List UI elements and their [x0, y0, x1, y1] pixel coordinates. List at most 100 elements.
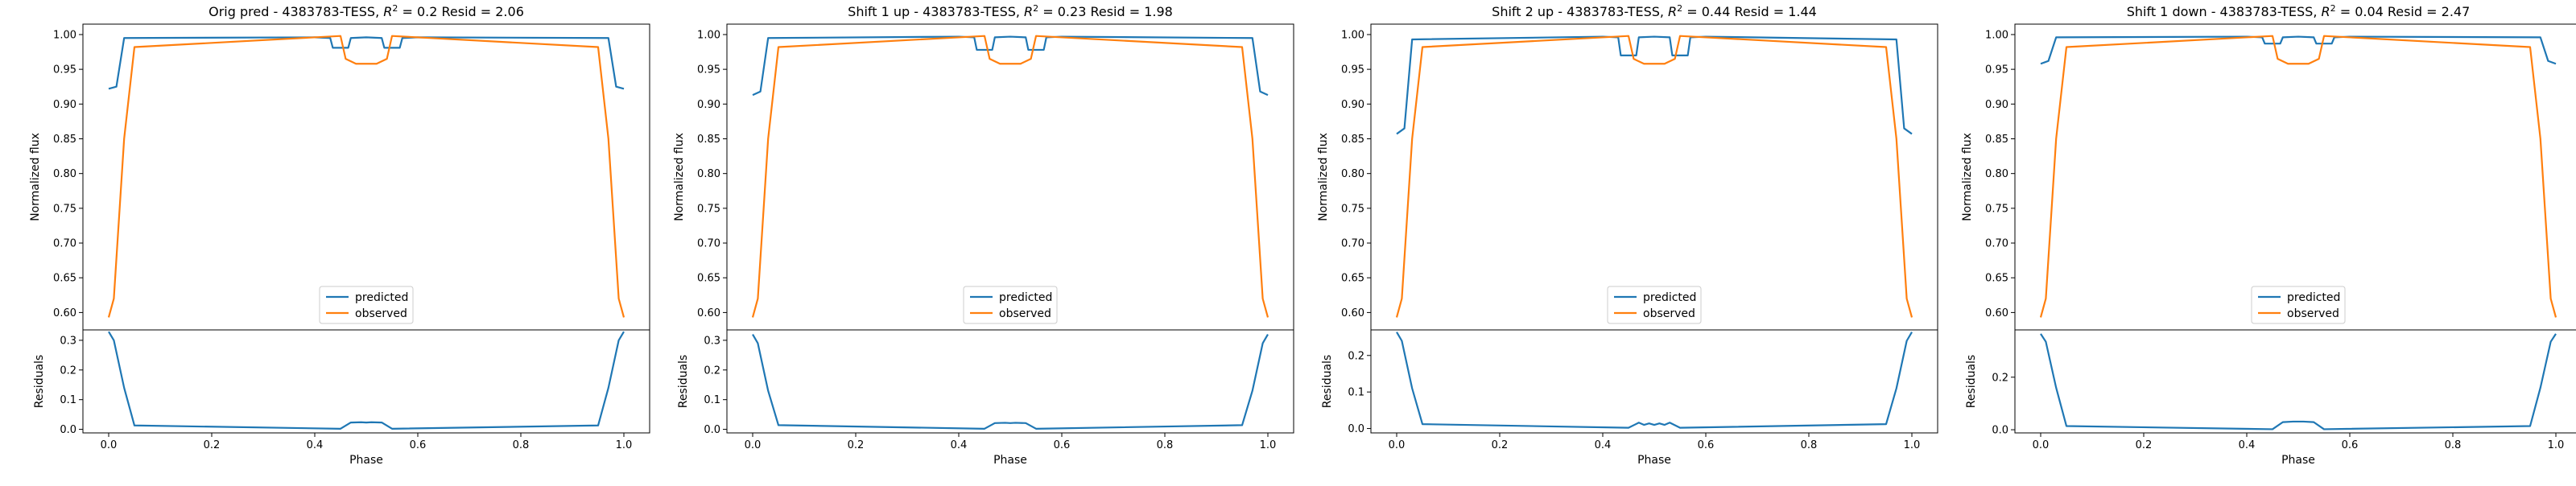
- legend: predicted observed: [1607, 286, 1702, 324]
- y-tick-label: 0.80: [53, 168, 76, 180]
- flux-plot: [1395, 35, 1913, 318]
- y-tick-label: 0.65: [1985, 273, 2008, 285]
- y-tick-label: 0.70: [53, 238, 76, 250]
- x-tick-label: 0.6: [2342, 439, 2359, 451]
- y-tick-label: 0.70: [1985, 238, 2008, 250]
- legend-label-observed: observed: [999, 307, 1051, 320]
- chart-title: Orig pred - 4383783-TESS, R2 = 0.2 Resid…: [208, 3, 524, 20]
- legend-frame: [319, 286, 414, 324]
- legend-label-observed: observed: [1643, 307, 1695, 320]
- chart-title: Shift 2 up - 4383783-TESS, R2 = 0.44 Res…: [1492, 3, 1817, 20]
- x-tick-label: 0.8: [1157, 439, 1174, 451]
- x-tick-label: 0.0: [2033, 439, 2050, 451]
- legend-label-predicted: predicted: [1643, 291, 1696, 304]
- y-tick-label: 0.85: [1341, 134, 1364, 146]
- x-tick-label: 1.0: [2548, 439, 2565, 451]
- x-tick-label: 0.8: [1801, 439, 1818, 451]
- residual-axes-frame: [726, 329, 1294, 434]
- series-line-predicted: [108, 36, 625, 90]
- flux-plot: [2039, 35, 2557, 318]
- x-tick-label: 0.4: [2239, 439, 2256, 451]
- y-tick-label: 0.0: [1992, 425, 2008, 437]
- y-tick-label: 1.00: [1985, 29, 2008, 41]
- y-tick-label: 0.85: [53, 134, 76, 146]
- y-tick-label: 1.00: [1341, 29, 1364, 41]
- x-tick-label: 0.0: [1389, 439, 1406, 451]
- residual-line: [2040, 333, 2557, 430]
- series-line-observed: [751, 35, 1269, 318]
- x-tick-label: 1.0: [616, 439, 633, 451]
- y-tick-label: 0.2: [704, 364, 720, 377]
- flux-plot: [107, 35, 625, 318]
- residual-plot: [752, 333, 1269, 430]
- y-tick-label: 0.70: [697, 238, 720, 250]
- y-tick-label: 0.75: [1985, 203, 2008, 215]
- y-tick-label: 0.80: [697, 168, 720, 180]
- flux-axes-frame: [2014, 23, 2576, 331]
- y-tick-label: 0.1: [1348, 387, 1364, 399]
- y-tick-label: 0.1: [60, 394, 76, 406]
- y-tick-label: 1.00: [697, 29, 720, 41]
- legend-label-observed: observed: [2287, 307, 2339, 320]
- y-tick-label: 0.2: [1992, 372, 2008, 384]
- x-axis-label: Phase: [993, 454, 1027, 467]
- x-tick-label: 0.4: [951, 439, 968, 451]
- x-tick-label: 1.0: [1904, 439, 1921, 451]
- y-axis-label-flux: Normalized flux: [1961, 133, 1974, 221]
- y-tick-label: 0.3: [704, 335, 720, 347]
- subplot-2: Shift 1 up - 4383783-TESS, R2 = 0.23 Res…: [673, 3, 1294, 467]
- y-tick-label: 0.65: [53, 273, 76, 285]
- legend-label-observed: observed: [355, 307, 407, 320]
- residual-plot: [2040, 333, 2557, 430]
- y-tick-label: 0.85: [1985, 134, 2008, 146]
- residual-axes-frame: [1370, 329, 1938, 434]
- x-axis-label: Phase: [2281, 454, 2315, 467]
- legend-label-predicted: predicted: [355, 291, 408, 304]
- y-tick-label: 1.00: [53, 29, 76, 41]
- y-tick-label: 0.60: [53, 307, 76, 319]
- legend: predicted observed: [2251, 286, 2346, 324]
- x-tick-label: 0.6: [410, 439, 427, 451]
- residual-plot: [1396, 332, 1913, 429]
- x-tick-label: 0.4: [307, 439, 324, 451]
- x-tick-label: 0.0: [745, 439, 762, 451]
- x-tick-label: 0.0: [101, 439, 118, 451]
- x-tick-label: 0.2: [848, 439, 865, 451]
- subplot-1: Orig pred - 4383783-TESS, R2 = 0.2 Resid…: [29, 3, 650, 467]
- subplot-3: Shift 2 up - 4383783-TESS, R2 = 0.44 Res…: [1317, 3, 1938, 467]
- y-tick-label: 0.90: [1985, 99, 2008, 111]
- residual-line: [752, 333, 1269, 430]
- x-tick-label: 1.0: [1260, 439, 1277, 451]
- flux-axes-frame: [82, 23, 650, 331]
- residual-axes-frame: [82, 329, 650, 434]
- y-tick-label: 0.1: [704, 394, 720, 406]
- x-tick-label: 0.2: [204, 439, 221, 451]
- y-tick-label: 0.95: [53, 64, 76, 76]
- x-axis-label: Phase: [1637, 454, 1671, 467]
- y-axis-label-flux: Normalized flux: [29, 133, 42, 221]
- y-tick-label: 0.0: [1348, 423, 1364, 435]
- y-axis-label-flux: Normalized flux: [673, 133, 686, 221]
- legend-label-predicted: predicted: [2287, 291, 2340, 304]
- x-tick-label: 0.8: [513, 439, 530, 451]
- y-tick-label: 0.85: [697, 134, 720, 146]
- y-axis-label-flux: Normalized flux: [1317, 133, 1330, 221]
- y-tick-label: 0.90: [697, 99, 720, 111]
- subplot-4: Shift 1 down - 4383783-TESS, R2 = 0.04 R…: [1961, 3, 2576, 467]
- x-tick-label: 0.4: [1595, 439, 1612, 451]
- chart-title: Shift 1 down - 4383783-TESS, R2 = 0.04 R…: [2127, 3, 2471, 20]
- series-line-observed: [2039, 35, 2557, 318]
- legend-label-predicted: predicted: [999, 291, 1052, 304]
- flux-axes-frame: [1370, 23, 1938, 331]
- x-tick-label: 0.6: [1698, 439, 1715, 451]
- x-tick-label: 0.2: [1492, 439, 1509, 451]
- y-axis-label-residuals: Residuals: [1965, 355, 1978, 408]
- series-line-predicted: [1396, 35, 1913, 135]
- y-tick-label: 0.80: [1341, 168, 1364, 180]
- y-axis-label-residuals: Residuals: [33, 355, 46, 408]
- y-tick-label: 0.95: [1985, 64, 2008, 76]
- y-tick-label: 0.2: [60, 364, 76, 377]
- series-line-predicted: [752, 35, 1269, 97]
